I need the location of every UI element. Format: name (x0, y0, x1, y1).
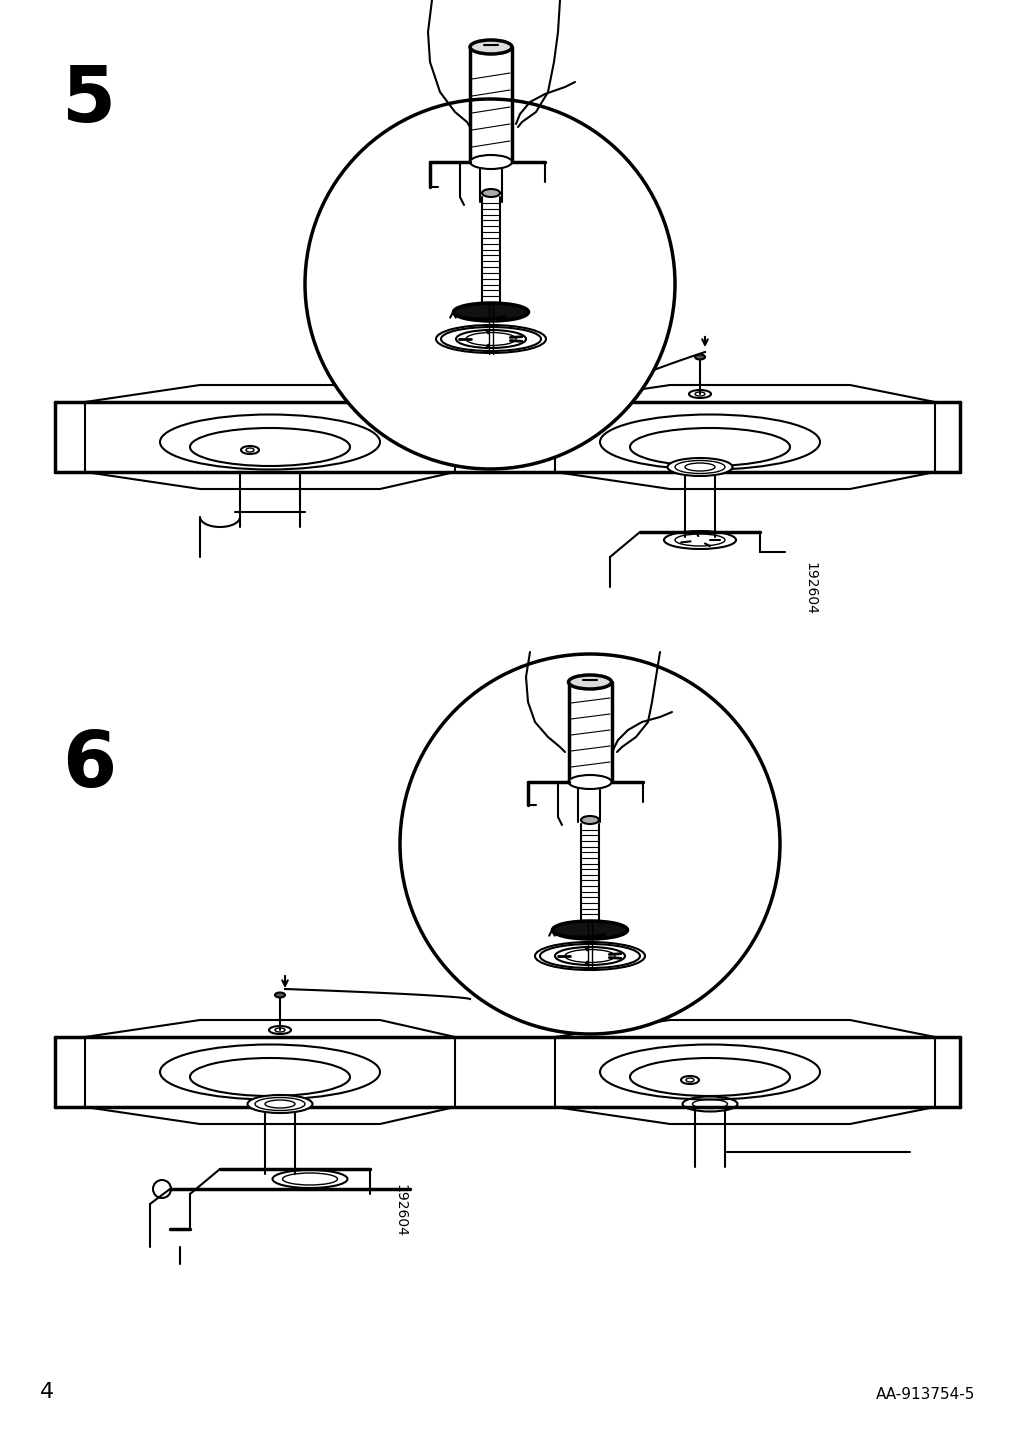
Text: AA-913754-5: AA-913754-5 (875, 1388, 974, 1402)
Ellipse shape (695, 355, 705, 359)
Ellipse shape (481, 189, 499, 198)
Ellipse shape (600, 414, 819, 470)
Ellipse shape (469, 40, 512, 54)
Ellipse shape (248, 1095, 312, 1113)
Ellipse shape (160, 414, 379, 470)
Ellipse shape (436, 325, 546, 354)
Ellipse shape (667, 458, 732, 475)
Text: 4: 4 (40, 1382, 54, 1402)
Text: 5: 5 (62, 62, 116, 137)
Ellipse shape (568, 674, 611, 689)
Ellipse shape (552, 921, 627, 939)
Ellipse shape (453, 304, 528, 321)
Text: 192604: 192604 (392, 1184, 406, 1237)
Circle shape (304, 99, 674, 470)
Circle shape (399, 654, 779, 1034)
Text: 6: 6 (62, 727, 116, 803)
Ellipse shape (469, 155, 512, 169)
Ellipse shape (160, 1044, 379, 1100)
Ellipse shape (535, 942, 644, 969)
Ellipse shape (600, 1044, 819, 1100)
Ellipse shape (568, 775, 611, 789)
Ellipse shape (580, 816, 599, 823)
Ellipse shape (275, 992, 285, 998)
Text: 192604: 192604 (802, 561, 816, 614)
